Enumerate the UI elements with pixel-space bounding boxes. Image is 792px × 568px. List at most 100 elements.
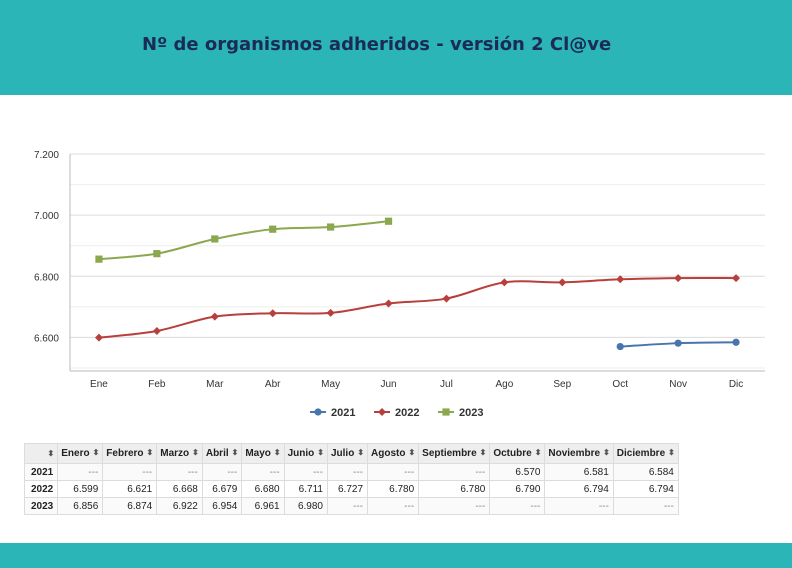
table-cell: 6.711 (283, 480, 328, 498)
table-cell: 6.794 (544, 480, 614, 498)
table-cell: --- (326, 463, 369, 481)
header-bar: Nº de organismos adheridos - versión 2 C… (0, 0, 792, 95)
table-cell: --- (241, 463, 285, 481)
data-point-2022 (442, 294, 451, 303)
sort-icon[interactable]: ⬍ (408, 448, 416, 457)
sort-icon[interactable]: ⬍ (357, 448, 365, 457)
data-point-2023 (384, 217, 393, 225)
x-tick-label: Jun (380, 379, 396, 390)
data-point-2023 (327, 223, 335, 231)
row-year: 2022 (23, 480, 59, 498)
legend-label-2022: 2022 (395, 407, 419, 419)
sort-icon[interactable]: ⬍ (534, 448, 542, 457)
sort-icon[interactable]: ⬍ (231, 448, 239, 457)
table-cell: --- (57, 463, 104, 481)
row-year: 2021 (23, 463, 59, 481)
table-cell: 6.780 (367, 480, 420, 498)
sort-icon[interactable]: ⬍ (146, 448, 154, 457)
column-header[interactable]: Mayo ⬍ (241, 443, 285, 464)
y-tick-label: 6.600 (34, 333, 59, 344)
table-cell: 6.668 (156, 480, 203, 498)
data-point-2022 (326, 308, 335, 317)
table-row: 2022 6.599 6.621 6.668 6.679 6.680 6.711 6.727 6… (23, 480, 679, 498)
table-cell: 6.599 (57, 480, 104, 498)
table-cell: --- (612, 497, 679, 515)
column-header-label: Julio (330, 448, 355, 459)
column-header-label: Junio (287, 448, 315, 459)
table-cell: 6.570 (489, 463, 546, 481)
sort-icon[interactable]: ⬍ (47, 449, 55, 458)
table-cell: 6.780 (418, 480, 491, 498)
page-title: Nº de organismos adheridos - versión 2 C… (142, 34, 612, 55)
table-cell: --- (544, 497, 614, 515)
data-point-2021 (674, 339, 682, 347)
sort-icon[interactable]: ⬍ (668, 448, 675, 457)
column-header[interactable]: Marzo ⬍ (156, 443, 203, 464)
column-header[interactable]: Octubre ⬍ (489, 443, 546, 464)
x-tick-label: Nov (669, 379, 687, 390)
table-cell: 6.584 (612, 463, 679, 481)
column-header[interactable]: Enero ⬍ (57, 443, 104, 464)
series-line-2022 (98, 276, 737, 339)
column-header-label: Mayo (245, 448, 271, 459)
table-cell: --- (367, 497, 420, 515)
footer-bar (0, 543, 792, 568)
line-chart: 6.600 6.800 7.000 7.200 Ene Feb Mar Abr May Jun Ju… (34, 150, 765, 419)
column-header-label: Diciembre (616, 448, 666, 459)
x-tick-label: Jul (440, 379, 453, 390)
column-header[interactable]: Febrero ⬍ (102, 443, 158, 464)
table-cell: 6.794 (612, 480, 679, 498)
sort-icon[interactable]: ⬍ (92, 448, 100, 457)
column-header[interactable]: Abril ⬍ (201, 443, 243, 464)
x-tick-label: Dic (729, 379, 743, 390)
sort-icon[interactable]: ⬍ (603, 448, 610, 457)
column-header-label: Abril (205, 448, 229, 459)
x-tick-label: Ago (495, 379, 513, 390)
column-header-label: Octubre (493, 448, 532, 459)
table-cell: 6.856 (57, 497, 104, 515)
table-cell: --- (201, 463, 243, 481)
table-body: 2021 --- --- --- --- --- --- --- --- --- 6.570 6.58… (23, 463, 679, 515)
data-table: ⬍ Enero ⬍ Febrero ⬍ Marzo ⬍ Abril ⬍ Mayo ⬍ Junio ⬍ Ju… (23, 443, 679, 515)
data-point-2022 (732, 274, 741, 283)
sort-icon[interactable]: ⬍ (317, 448, 324, 457)
legend-label-2021: 2021 (331, 407, 355, 419)
x-tick-label: Sep (553, 379, 571, 390)
column-header-label: Febrero (106, 448, 144, 459)
year-column-header[interactable]: ⬍ (23, 443, 59, 464)
data-point-2023 (95, 255, 103, 263)
data-point-2022 (674, 274, 683, 283)
table-cell: --- (418, 463, 491, 481)
sort-icon[interactable]: ⬍ (192, 448, 199, 457)
table-cell: --- (326, 497, 369, 515)
sort-icon[interactable]: ⬍ (479, 448, 487, 457)
table-cell: 6.680 (241, 480, 285, 498)
column-header[interactable]: Noviembre ⬍ (544, 443, 614, 464)
column-header[interactable]: Diciembre ⬍ (612, 443, 679, 464)
data-point-2023 (153, 250, 161, 258)
table-cell: 6.954 (201, 497, 243, 515)
x-tick-label: May (321, 379, 340, 390)
x-tick-label: Abr (265, 379, 281, 390)
y-tick-label: 6.800 (34, 272, 59, 283)
column-header-label: Agosto (371, 448, 406, 459)
column-header-label: Noviembre (548, 448, 601, 459)
table-cell: --- (489, 497, 546, 515)
column-header[interactable]: Septiembre ⬍ (418, 443, 491, 464)
table-cell: 6.980 (283, 497, 328, 515)
column-header[interactable]: Junio ⬍ (283, 443, 328, 464)
legend-label-2023: 2023 (459, 407, 483, 419)
table-row: 2021 --- --- --- --- --- --- --- --- --- 6.570 6.58… (23, 463, 679, 481)
y-tick-label: 7.200 (34, 150, 59, 161)
table-cell: 6.874 (102, 497, 158, 515)
sort-icon[interactable]: ⬍ (273, 448, 281, 457)
table-cell: --- (367, 463, 420, 481)
x-tick-label: Ene (90, 379, 108, 390)
table-cell: 6.961 (241, 497, 285, 515)
y-tick-label: 7.000 (34, 211, 59, 222)
data-point-2022 (94, 333, 103, 342)
data-point-2022 (500, 278, 509, 287)
column-header[interactable]: Agosto ⬍ (367, 443, 420, 464)
column-header[interactable]: Julio ⬍ (326, 443, 369, 464)
table-cell: --- (102, 463, 158, 481)
